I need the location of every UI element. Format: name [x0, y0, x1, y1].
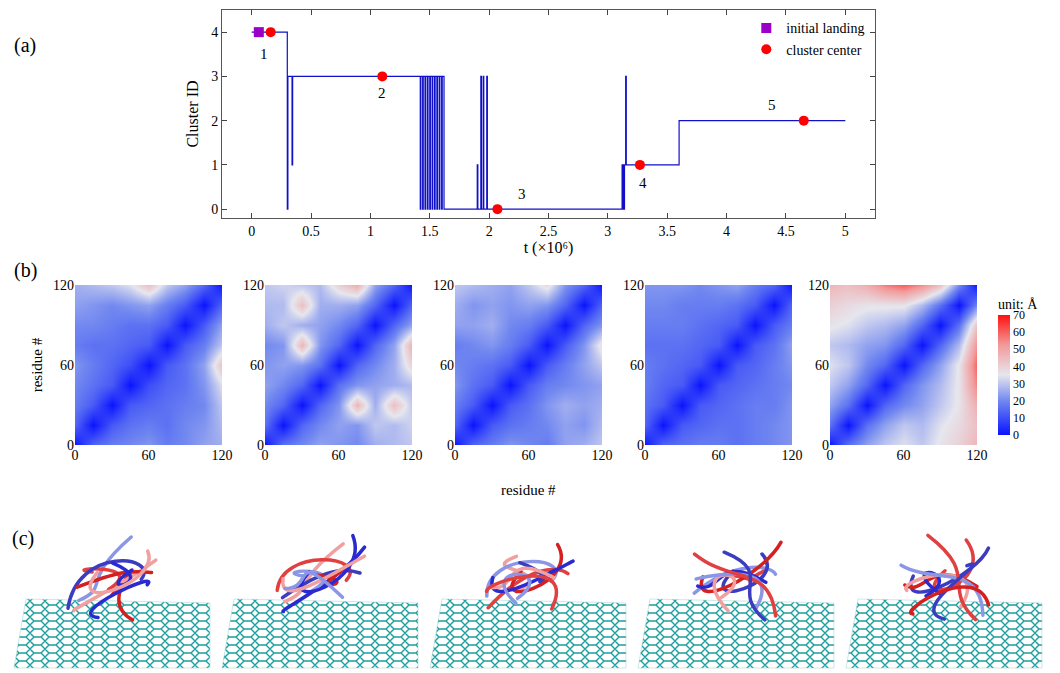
- svg-text:1.5: 1.5: [421, 224, 439, 239]
- svg-text:60: 60: [522, 448, 536, 463]
- svg-text:120: 120: [243, 278, 264, 293]
- svg-text:0: 0: [248, 224, 255, 239]
- svg-text:120: 120: [808, 278, 829, 293]
- svg-text:60: 60: [250, 358, 264, 373]
- svg-text:residue #: residue #: [501, 482, 556, 498]
- svg-text:4.5: 4.5: [777, 224, 795, 239]
- svg-text:4: 4: [723, 224, 730, 239]
- svg-text:20: 20: [1013, 394, 1025, 408]
- svg-text:60: 60: [815, 358, 829, 373]
- svg-text:0: 0: [637, 438, 644, 453]
- svg-text:120: 120: [402, 448, 423, 463]
- svg-text:60: 60: [1013, 325, 1025, 339]
- svg-text:2: 2: [378, 85, 386, 101]
- svg-text:0: 0: [257, 438, 264, 453]
- svg-text:60: 60: [142, 448, 156, 463]
- svg-text:0: 0: [1013, 428, 1019, 442]
- svg-text:120: 120: [433, 278, 454, 293]
- svg-text:0: 0: [827, 448, 834, 463]
- svg-text:0: 0: [72, 448, 79, 463]
- svg-text:0: 0: [447, 438, 454, 453]
- svg-text:5: 5: [768, 97, 776, 113]
- svg-text:0: 0: [642, 448, 649, 463]
- svg-text:0: 0: [262, 448, 269, 463]
- svg-text:Cluster ID: Cluster ID: [184, 80, 201, 147]
- svg-text:3: 3: [518, 186, 526, 202]
- svg-text:120: 120: [967, 448, 988, 463]
- svg-text:60: 60: [630, 358, 644, 373]
- svg-text:40: 40: [1013, 360, 1025, 374]
- svg-text:3: 3: [604, 224, 611, 239]
- svg-text:70: 70: [1013, 308, 1025, 322]
- svg-text:120: 120: [782, 448, 803, 463]
- svg-text:120: 120: [212, 448, 233, 463]
- svg-text:0: 0: [211, 202, 218, 217]
- svg-text:60: 60: [332, 448, 346, 463]
- svg-text:residue #: residue #: [29, 337, 45, 392]
- svg-text:3: 3: [211, 69, 218, 84]
- svg-text:1: 1: [211, 158, 218, 173]
- svg-text:10: 10: [1013, 411, 1025, 425]
- svg-text:0: 0: [822, 438, 829, 453]
- svg-text:0: 0: [452, 448, 459, 463]
- svg-text:50: 50: [1013, 342, 1025, 356]
- svg-text:4: 4: [639, 175, 647, 191]
- svg-text:60: 60: [60, 358, 74, 373]
- svg-text:60: 60: [440, 358, 454, 373]
- svg-text:1: 1: [260, 46, 268, 62]
- svg-text:0.5: 0.5: [302, 224, 320, 239]
- svg-text:(b): (b): [14, 259, 37, 282]
- svg-text:unit: Å: unit: Å: [998, 297, 1038, 312]
- svg-text:2: 2: [211, 114, 218, 129]
- svg-text:1: 1: [367, 224, 374, 239]
- svg-text:4: 4: [211, 25, 218, 40]
- svg-text:(a): (a): [14, 34, 36, 57]
- svg-text:(c): (c): [12, 527, 34, 550]
- svg-text:120: 120: [53, 278, 74, 293]
- svg-text:120: 120: [592, 448, 613, 463]
- svg-text:30: 30: [1013, 377, 1025, 391]
- svg-text:initial landing: initial landing: [786, 21, 864, 36]
- svg-text:60: 60: [897, 448, 911, 463]
- svg-text:2.5: 2.5: [540, 224, 558, 239]
- svg-text:60: 60: [712, 448, 726, 463]
- svg-text:t (×10⁶): t (×10⁶): [524, 239, 574, 257]
- svg-text:0: 0: [67, 438, 74, 453]
- svg-text:5: 5: [842, 224, 849, 239]
- svg-text:2: 2: [486, 224, 493, 239]
- svg-text:3.5: 3.5: [658, 224, 676, 239]
- svg-text:cluster center: cluster center: [786, 43, 861, 58]
- svg-text:120: 120: [623, 278, 644, 293]
